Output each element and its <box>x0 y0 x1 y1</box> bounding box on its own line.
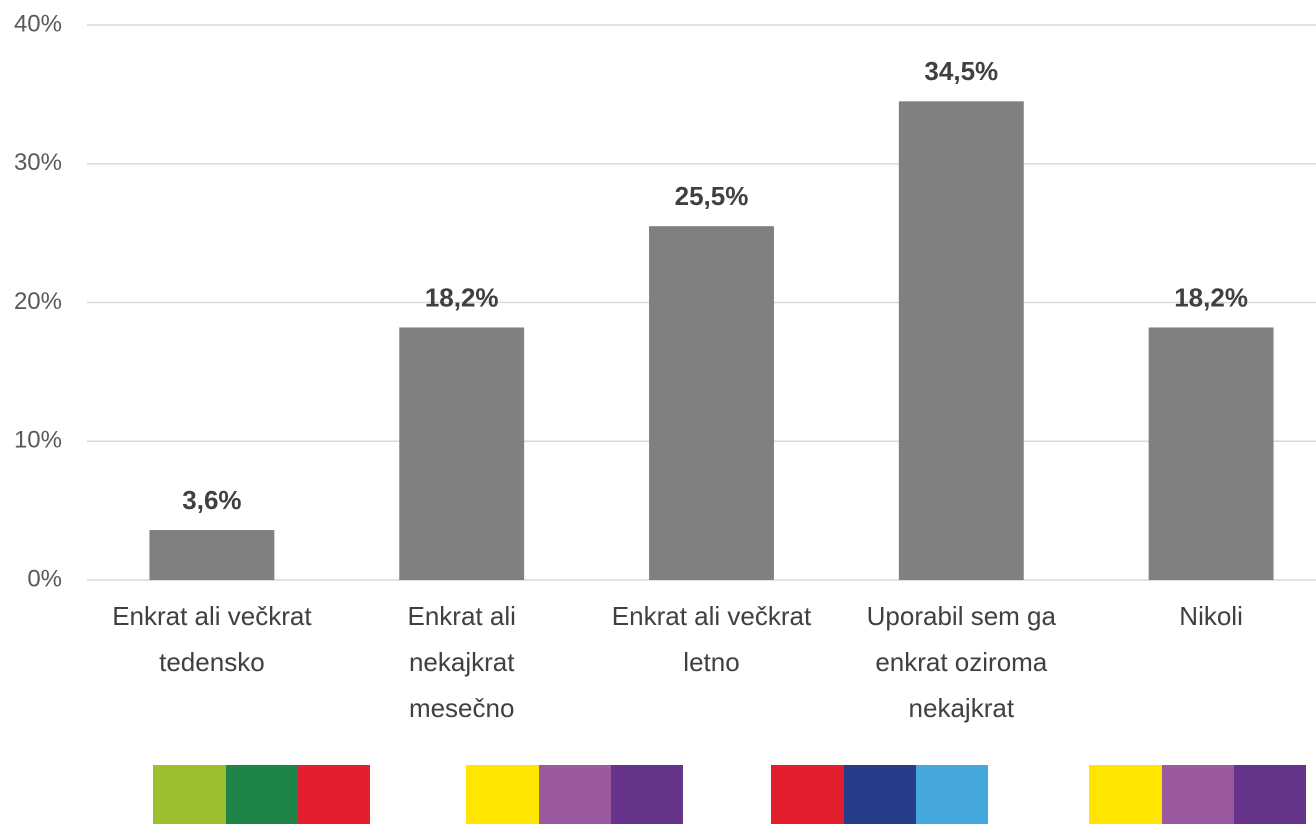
value-label: 3,6% <box>182 485 241 515</box>
color-block <box>466 765 539 824</box>
color-block <box>771 765 844 824</box>
x-tick-line: Uporabil sem ga <box>867 601 1057 631</box>
x-tick-label: Nikoli <box>1179 601 1243 631</box>
bar <box>898 101 1024 580</box>
value-label: 34,5% <box>924 56 998 86</box>
bar <box>649 226 774 580</box>
color-block <box>1162 765 1234 824</box>
x-tick-line: tedensko <box>159 647 265 677</box>
x-tick-line: Enkrat ali <box>408 601 516 631</box>
x-tick-line: Enkrat ali večkrat <box>612 601 812 631</box>
x-tick-line: nekajkrat <box>409 647 515 677</box>
value-label: 18,2% <box>425 282 499 312</box>
y-tick-label: 0% <box>27 565 62 592</box>
color-block <box>611 765 683 824</box>
color-block <box>153 765 226 824</box>
y-tick-label: 40% <box>14 10 62 37</box>
x-tick-label: Uporabil sem ga enkrat oziroma nekajkrat <box>867 601 1057 723</box>
x-tick-label: Enkrat ali večkrat tedensko <box>112 601 312 677</box>
x-tick-line: nekajkrat <box>909 693 1015 723</box>
value-label: 25,5% <box>675 181 749 211</box>
color-block <box>1089 765 1162 824</box>
value-label: 18,2% <box>1174 282 1248 312</box>
x-tick-label: Enkrat ali večkrat letno <box>612 601 812 677</box>
x-tick-label: Enkrat ali nekajkrat mesečno <box>408 601 516 723</box>
x-tick-line: Nikoli <box>1179 601 1243 631</box>
color-block <box>1234 765 1306 824</box>
color-strip <box>153 765 1306 824</box>
color-block <box>844 765 916 824</box>
y-tick-label: 30% <box>14 149 62 176</box>
color-block <box>539 765 611 824</box>
x-tick-line: mesečno <box>409 693 515 723</box>
color-block <box>298 765 370 824</box>
bar <box>399 327 525 580</box>
color-block <box>226 765 298 824</box>
color-block <box>916 765 988 824</box>
x-tick-line: enkrat oziroma <box>875 647 1047 677</box>
y-tick-label: 10% <box>14 427 62 454</box>
bar <box>1148 327 1274 580</box>
x-tick-line: Enkrat ali večkrat <box>112 601 312 631</box>
bar <box>149 530 275 580</box>
y-tick-label: 20% <box>14 288 62 315</box>
x-tick-line: letno <box>683 647 739 677</box>
